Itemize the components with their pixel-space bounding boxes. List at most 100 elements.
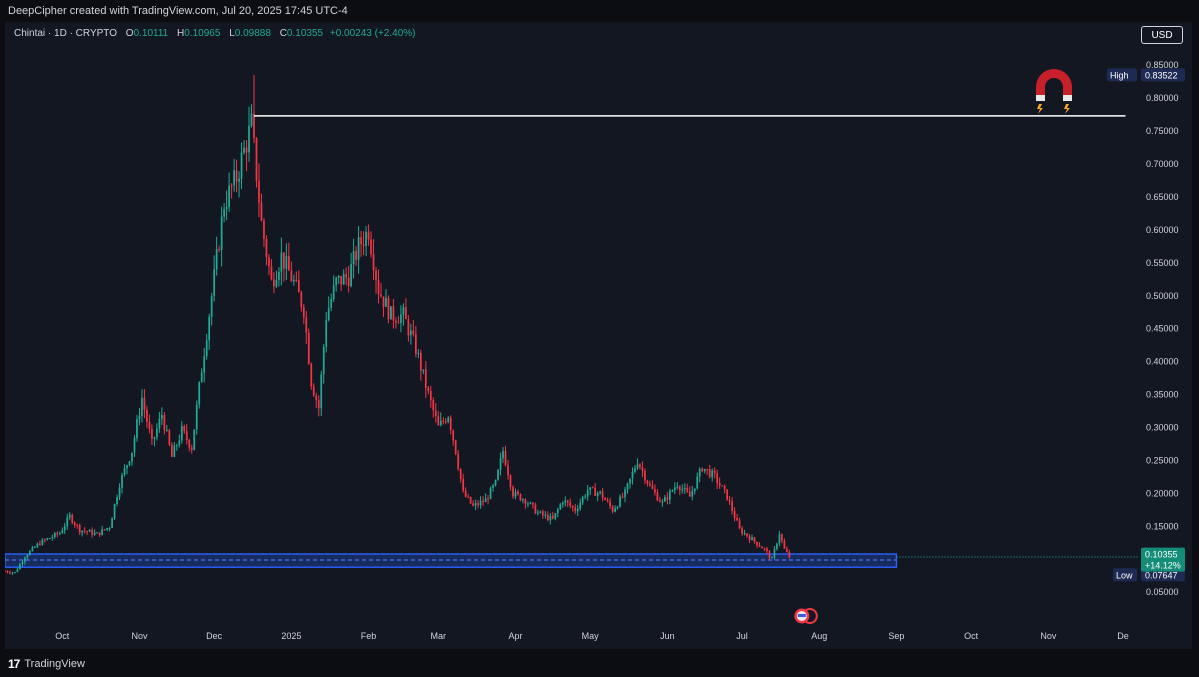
- candle-body: [666, 497, 669, 500]
- x-tick-label: Nov: [131, 631, 148, 641]
- candle-body: [753, 537, 756, 542]
- candle-body: [405, 307, 407, 320]
- candle-body: [9, 572, 11, 574]
- high-value: 0.10965: [184, 28, 221, 39]
- attribution-text: DeepCipher created with TradingView.com,…: [8, 5, 348, 17]
- candle-body: [377, 279, 380, 295]
- candle-body: [330, 299, 333, 309]
- candle-body: [41, 539, 44, 545]
- candle-body: [350, 264, 352, 287]
- candle-body: [283, 252, 285, 269]
- candle-body: [133, 438, 136, 453]
- candle-body: [631, 472, 634, 479]
- candle-body: [626, 483, 629, 490]
- tradingview-brand-text: TradingView: [24, 658, 85, 670]
- y-tick-label: 0.45000: [1146, 324, 1179, 334]
- candle-body: [118, 487, 121, 498]
- candle-body: [781, 534, 783, 541]
- candle-body: [527, 503, 529, 505]
- candle-body: [193, 429, 196, 450]
- candle-body: [208, 316, 211, 341]
- candle-body: [300, 292, 303, 308]
- candle-body: [161, 415, 163, 419]
- candle-body: [340, 275, 343, 285]
- candle-body: [53, 532, 56, 538]
- candle-body: [14, 571, 16, 573]
- candle-body: [761, 546, 763, 549]
- high-label: H: [177, 28, 185, 39]
- candle-body: [788, 552, 791, 558]
- candle-body: [345, 273, 348, 278]
- candle-body: [123, 468, 126, 475]
- candle-body: [604, 498, 606, 501]
- open-label: O: [125, 28, 134, 39]
- candle-body: [106, 528, 108, 530]
- candle-body: [397, 322, 400, 324]
- candle-body: [370, 239, 372, 255]
- candle-body: [51, 537, 54, 539]
- candle-body: [46, 538, 49, 540]
- candle-body: [686, 487, 689, 492]
- x-tick-label: Aug: [811, 631, 827, 641]
- candle-body: [504, 450, 507, 466]
- candle-body: [387, 297, 390, 320]
- candle-body: [571, 505, 574, 508]
- candle-body: [263, 220, 265, 239]
- candle-body: [549, 515, 552, 521]
- candle-body: [459, 468, 462, 480]
- candle-body: [275, 280, 278, 287]
- candle-body: [410, 330, 412, 336]
- candle-body: [38, 543, 41, 545]
- candle-body: [437, 416, 440, 426]
- x-tick-label: 2025: [281, 631, 301, 641]
- candle-body: [427, 388, 430, 391]
- candle-body: [268, 257, 270, 267]
- candle-body: [673, 487, 676, 491]
- candle-body: [484, 498, 487, 503]
- candle-body: [362, 244, 365, 246]
- candle-body: [736, 518, 738, 521]
- currency-button[interactable]: USD: [1141, 26, 1183, 44]
- candle-body: [317, 400, 320, 409]
- candle-body: [683, 487, 686, 489]
- candle-body: [609, 501, 611, 507]
- candle-body: [574, 507, 577, 512]
- tradingview-brand[interactable]: 17 TradingView: [8, 657, 85, 671]
- candle-body: [412, 330, 415, 334]
- candle-body: [245, 147, 248, 153]
- candle-body: [185, 431, 188, 440]
- candle-body: [651, 485, 654, 489]
- y-tick-label: 0.80000: [1146, 93, 1179, 103]
- candle-body: [310, 363, 313, 387]
- symbol-label[interactable]: Chintai · 1D · CRYPTO: [14, 28, 117, 39]
- candle-body: [676, 486, 679, 488]
- candle-body: [611, 506, 614, 512]
- candle-body: [599, 491, 601, 493]
- candle-body: [566, 500, 569, 503]
- candle-body: [419, 352, 422, 371]
- candle-body: [128, 461, 131, 466]
- last-change-badge: +14.12%: [1145, 561, 1181, 571]
- change-value: +0.00243 (+2.40%): [329, 28, 416, 39]
- candle-body: [482, 500, 484, 503]
- candle-body: [487, 498, 489, 500]
- price-chart[interactable]: 0.85000 0.80000 0.75000 0.70000 0.65000 0.600…: [5, 22, 1192, 649]
- candle-body: [86, 531, 89, 533]
- candle-body: [786, 548, 788, 553]
- candle-body: [292, 279, 295, 282]
- candle-body: [34, 546, 36, 548]
- candle-body: [414, 333, 417, 354]
- candle-body: [302, 307, 305, 318]
- candle-body: [634, 468, 636, 473]
- chart-area[interactable]: 0.85000 0.80000 0.75000 0.70000 0.65000 0.600…: [5, 22, 1192, 649]
- candle-body: [153, 437, 156, 439]
- candle-body: [295, 279, 298, 281]
- candle-body: [228, 185, 230, 207]
- candle-body: [220, 216, 223, 250]
- candle-body: [98, 532, 101, 535]
- candle-body: [5, 571, 6, 573]
- candle-body: [668, 490, 671, 500]
- candle-body: [703, 468, 706, 472]
- footer: 17 TradingView: [0, 649, 1199, 677]
- candle-body: [278, 271, 280, 281]
